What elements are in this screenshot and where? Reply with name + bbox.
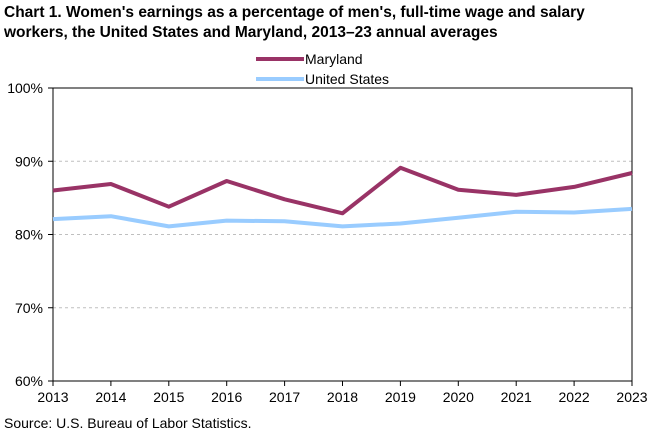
x-tick-label-2015: 2015: [153, 389, 184, 405]
x-tick-label-2016: 2016: [211, 389, 242, 405]
legend-label-united-states: United States: [305, 71, 389, 87]
x-tick-label-2020: 2020: [443, 389, 474, 405]
source-note: Source: U.S. Bureau of Labor Statistics.: [4, 415, 252, 431]
series-line-maryland: [52, 165, 633, 216]
x-tick-label-2013: 2013: [37, 389, 68, 405]
x-tick-label-2014: 2014: [95, 389, 126, 405]
y-tick-label-70: 70%: [15, 300, 43, 316]
x-tick-label-2023: 2023: [616, 389, 647, 405]
y-tick-label-100: 100%: [7, 80, 43, 96]
chart-title-line-1: Chart 1. Women's earnings as a percentag…: [4, 4, 585, 21]
series-line-united-states: [52, 206, 633, 229]
x-tick-label-2018: 2018: [327, 389, 358, 405]
y-tick-label-60: 60%: [15, 373, 43, 389]
series-lines: [52, 165, 633, 229]
gridlines: [53, 160, 632, 309]
x-tick-label-2021: 2021: [501, 389, 532, 405]
legend-label-maryland: Maryland: [305, 51, 363, 67]
chart-title: Chart 1. Women's earnings as a percentag…: [4, 3, 654, 43]
legend: Maryland United States: [256, 51, 389, 87]
x-tick-label-2017: 2017: [269, 389, 300, 405]
y-tick-label-80: 80%: [15, 227, 43, 243]
axes: 60% 70% 80% 90% 100% 2013 2014 2015 2016 2017 2018…: [7, 80, 648, 405]
x-tick-label-2019: 2019: [385, 389, 416, 405]
chart-title-line-2: workers, the United States and Maryland,…: [4, 24, 498, 41]
x-tick-label-2022: 2022: [559, 389, 590, 405]
y-tick-label-90: 90%: [15, 153, 43, 169]
